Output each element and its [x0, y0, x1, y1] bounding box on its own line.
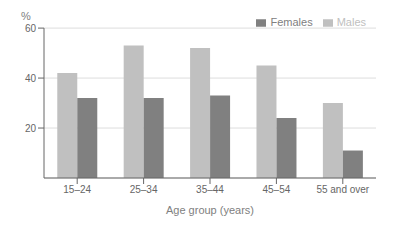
svg-text:20: 20	[25, 123, 37, 134]
svg-text:%: %	[21, 10, 31, 22]
svg-text:25–34: 25–34	[130, 184, 158, 195]
svg-text:45–54: 45–54	[262, 184, 290, 195]
svg-text:Age group (years): Age group (years)	[166, 204, 254, 216]
svg-text:60: 60	[25, 23, 37, 34]
html-text:Females: Females	[270, 16, 313, 28]
svg-text:35–44: 35–44	[196, 184, 224, 195]
svg-text:55 and over: 55 and over	[316, 184, 369, 195]
html-text:Males: Males	[336, 16, 366, 28]
svg-text:15–24: 15–24	[63, 184, 91, 195]
svg-text:40: 40	[25, 73, 37, 84]
